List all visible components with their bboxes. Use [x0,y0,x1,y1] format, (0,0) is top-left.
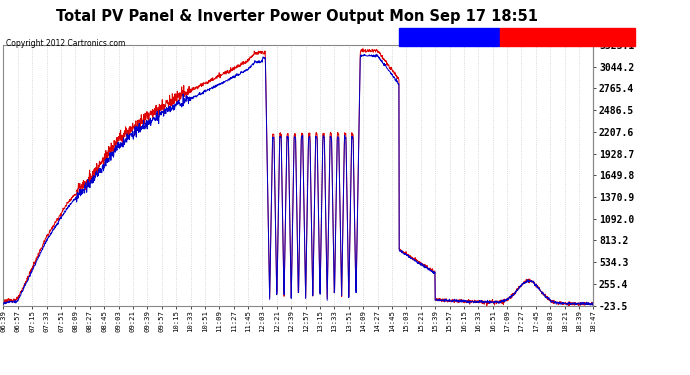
Text: PV Panels (DC Watts): PV Panels (DC Watts) [517,32,618,41]
Text: Grid (AC Watts): Grid (AC Watts) [412,32,486,41]
Text: Copyright 2012 Cartronics.com: Copyright 2012 Cartronics.com [6,39,125,48]
Text: Total PV Panel & Inverter Power Output Mon Sep 17 18:51: Total PV Panel & Inverter Power Output M… [56,9,538,24]
